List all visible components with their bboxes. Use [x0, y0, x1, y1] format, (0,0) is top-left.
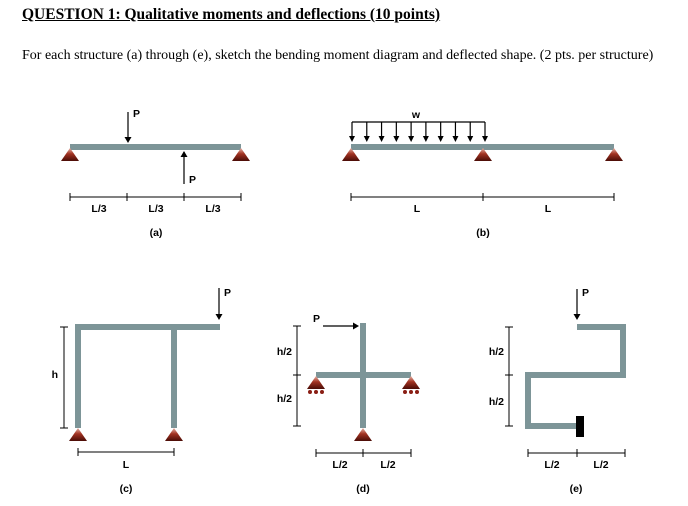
span-label-e-1: L/2 — [544, 459, 559, 471]
caption-a: (a) — [150, 227, 163, 239]
span-label-d-1: L/2 — [332, 459, 347, 471]
caption-b: (b) — [476, 227, 489, 239]
udl-arrow-head — [482, 136, 488, 142]
height-label-d-2: h/2 — [277, 393, 292, 405]
span-label-b-2: L — [545, 203, 552, 215]
frame-c-left — [75, 324, 220, 428]
load-label-a-bottom: P — [189, 174, 196, 186]
frame-e — [525, 324, 626, 429]
span-label-d-2: L/2 — [380, 459, 395, 471]
udl-arrow-head — [393, 136, 400, 142]
load-label-e: P — [582, 287, 589, 299]
udl-arrow-head — [378, 136, 385, 142]
question-title: QUESTION 1: Qualitative moments and defl… — [22, 6, 441, 23]
caption-c: (c) — [120, 483, 133, 495]
structure-a: P P L/3 L/3 L/3 (a) — [61, 108, 250, 239]
height-label-e-1: h/2 — [489, 346, 504, 358]
roller-wheels-d-right — [403, 390, 419, 394]
span-label-a-2: L/3 — [148, 203, 163, 215]
udl-arrow-head — [467, 136, 474, 142]
dimension-e-span — [527, 449, 626, 457]
height-label-d-1: h/2 — [277, 346, 292, 358]
udl-arrow-head — [363, 136, 370, 142]
dimension-c-span — [77, 448, 175, 456]
structure-d: P h/2 h/2 L/2 L/2 (d) — [277, 313, 420, 495]
dimension-e-height — [505, 326, 513, 427]
structure-c: P h L (c) — [52, 287, 231, 495]
load-label-b: w — [411, 109, 421, 121]
roller-wheels-d-left — [308, 390, 324, 394]
pin-support-b-right — [605, 148, 623, 161]
span-label-a-3: L/3 — [205, 203, 220, 215]
span-label-a-1: L/3 — [91, 203, 106, 215]
pin-support-b-middle — [474, 148, 492, 161]
load-label-d: P — [313, 313, 320, 325]
udl-arrow-head — [349, 136, 355, 142]
structure-b: w L L (b) — [342, 109, 623, 239]
distributed-load-b — [349, 121, 488, 142]
span-label-b-1: L — [414, 203, 421, 215]
pin-support-a-left — [61, 148, 79, 161]
question-instructions: For each structure (a) through (e), sket… — [22, 48, 654, 63]
load-label-a-top: P — [133, 108, 140, 120]
span-label-c: L — [123, 459, 130, 471]
pin-support-d-bottom — [354, 428, 372, 441]
pin-support-c-right — [165, 428, 183, 441]
udl-arrow-head — [437, 136, 444, 142]
height-label-c: h — [52, 369, 58, 381]
pin-support-b-left — [342, 148, 360, 161]
dimension-a — [69, 193, 242, 201]
caption-d: (d) — [356, 483, 369, 495]
dimension-d-span — [315, 449, 412, 457]
dimension-b — [350, 193, 615, 201]
structure-e: P h/2 h/2 L/2 L/2 (e) — [489, 287, 626, 495]
load-label-c: P — [224, 287, 231, 299]
dimension-d-height — [293, 325, 301, 427]
udl-arrow-head — [422, 136, 429, 142]
fixed-support-e — [576, 416, 584, 437]
roller-support-d-left — [307, 376, 325, 389]
caption-e: (e) — [570, 483, 583, 495]
udl-arrow-head — [452, 136, 459, 142]
udl-arrow-head — [408, 136, 415, 142]
pin-support-c-left — [69, 428, 87, 441]
pin-support-a-right — [232, 148, 250, 161]
roller-support-d-right — [402, 376, 420, 389]
height-label-e-2: h/2 — [489, 396, 504, 408]
span-label-e-2: L/2 — [593, 459, 608, 471]
dimension-c-height — [60, 326, 68, 429]
